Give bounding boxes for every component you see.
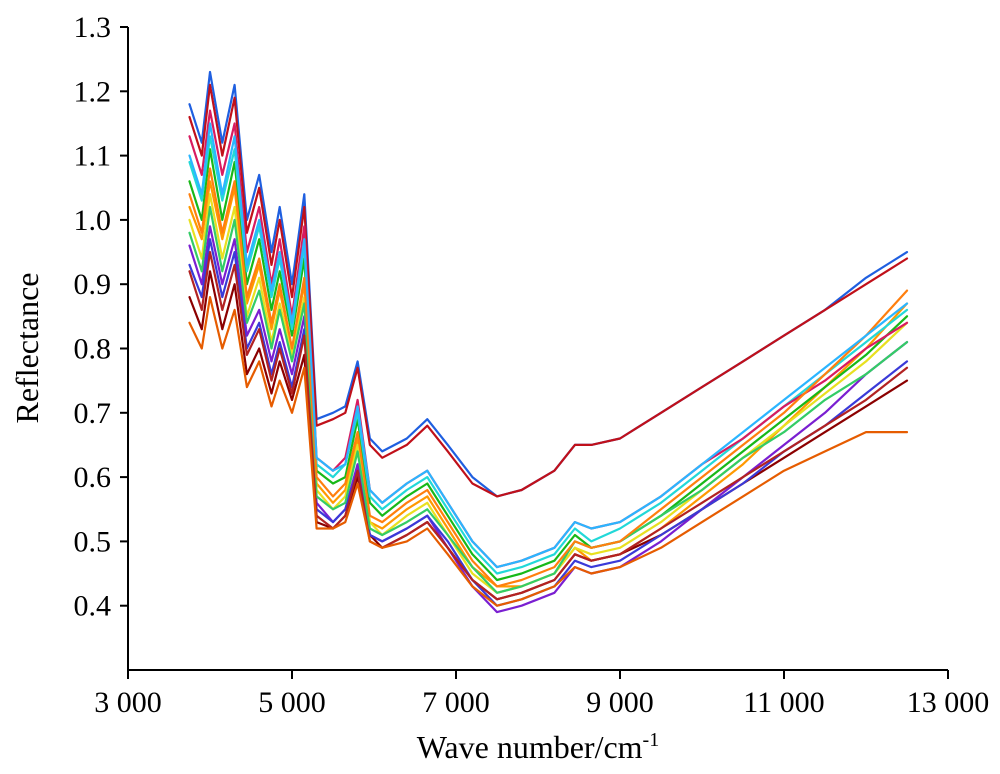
spectrum-line-12 <box>188 167 909 588</box>
x-tick-label: 3 000 <box>94 686 162 719</box>
x-tick-label: 13 000 <box>907 686 990 719</box>
spectrum-line-11 <box>188 205 909 594</box>
y-tick-label: 0.5 <box>74 525 112 558</box>
y-tick-label: 1.3 <box>74 11 112 44</box>
spectrum-line-5 <box>188 135 909 575</box>
x-axis-title: Wave number/cm-1 <box>417 729 659 765</box>
y-ticks: 0.4 0.5 0.6 0.7 0.8 0.9 1.0 1.1 1.2 1.3 <box>74 11 128 623</box>
x-axis-title-text: Wave number/cm <box>417 729 643 765</box>
spectrum-line-2 <box>188 83 909 498</box>
x-tick-label: 5 000 <box>258 686 326 719</box>
spectrum-line-3 <box>188 180 909 588</box>
y-tick-label: 1.0 <box>74 204 112 237</box>
x-axis-title-superscript: -1 <box>643 729 660 751</box>
y-tick-label: 0.9 <box>74 268 112 301</box>
y-tick-label: 0.4 <box>74 590 112 623</box>
series-layer <box>188 70 909 614</box>
spectrum-line-14 <box>188 122 909 569</box>
spectrum-line-15 <box>188 296 909 607</box>
x-ticks: 3 000 5 000 7 000 9 000 11 000 13 000 <box>94 670 989 719</box>
y-tick-label: 1.2 <box>74 75 112 108</box>
spectrum-line-4 <box>188 148 909 582</box>
y-tick-label: 0.7 <box>74 397 112 430</box>
spectrum-line-9 <box>188 238 909 607</box>
x-tick-label: 11 000 <box>743 686 824 719</box>
spectrum-line-8 <box>188 193 909 594</box>
y-tick-label: 0.8 <box>74 333 112 366</box>
y-axis-title: Reflectance <box>9 273 45 424</box>
y-tick-label: 1.1 <box>74 140 112 173</box>
y-tick-label: 0.6 <box>74 461 112 494</box>
spectrum-line-13 <box>188 251 909 601</box>
x-tick-label: 9 000 <box>586 686 654 719</box>
x-tick-label: 7 000 <box>422 686 490 719</box>
